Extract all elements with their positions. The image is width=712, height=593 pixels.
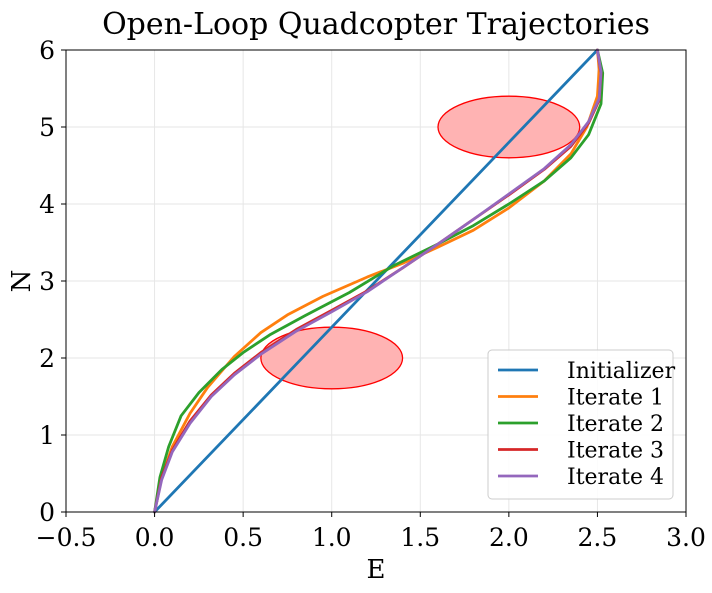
- legend-label: Initializer: [567, 359, 676, 384]
- chart-title: Open-Loop Quadcopter Trajectories: [102, 7, 650, 42]
- y-tick-label: 4: [39, 190, 55, 219]
- obstacles: [260, 95, 581, 390]
- series-line-iterate-4: [153, 48, 603, 514]
- y-tick-label: 0: [39, 498, 55, 527]
- y-tick-label: 1: [39, 421, 55, 450]
- x-tick-label: 0.0: [135, 523, 175, 552]
- obstacle-ellipse: [437, 95, 581, 159]
- legend-label: Iterate 4: [567, 465, 664, 490]
- legend-box: [487, 349, 674, 500]
- x-tick-label: 0.5: [223, 523, 263, 552]
- x-tick-label: 1.5: [400, 523, 440, 552]
- y-tick-label: 3: [39, 267, 55, 296]
- y-tick-label: 6: [39, 36, 55, 65]
- x-tick-label: 2.0: [489, 523, 529, 552]
- x-tick-label: 1.0: [312, 523, 352, 552]
- x-tick-label: 3.0: [666, 523, 706, 552]
- series-lines: [153, 48, 605, 514]
- x-tick-label: −0.5: [36, 523, 97, 552]
- ticks: −0.5 0.0 0.5 1.0 1.5 2.0 2.5 3.0 0 1 2 3 4 5 6: [36, 36, 706, 552]
- y-tick-label: 2: [39, 344, 55, 373]
- legend-label: Iterate 2: [567, 412, 664, 437]
- y-axis-label: N: [7, 270, 37, 293]
- series-line-iterate-2: [153, 48, 605, 514]
- legend-label: Iterate 1: [567, 386, 664, 411]
- y-tick-label: 5: [39, 113, 55, 142]
- x-axis-label: E: [367, 555, 386, 585]
- series-line-initializer: [153, 48, 599, 514]
- legend-label: Iterate 3: [567, 439, 664, 464]
- x-tick-label: 2.5: [578, 523, 618, 552]
